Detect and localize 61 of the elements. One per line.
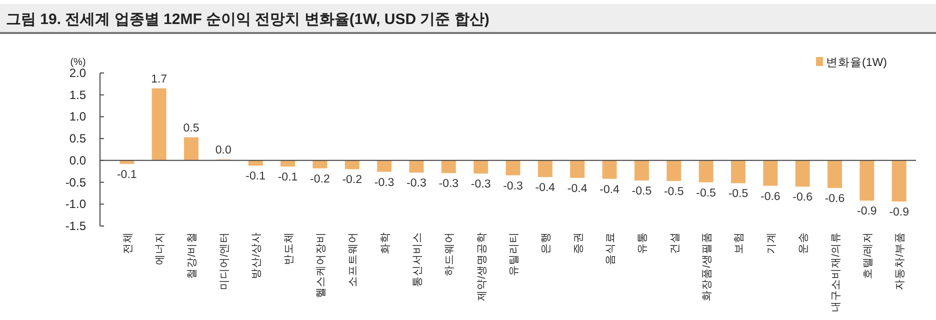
data-label: -0.9 [857, 206, 877, 218]
y-tick-label: 0.0 [69, 153, 86, 168]
data-label: -0.6 [760, 190, 780, 203]
x-tick-label: 하드웨어 [444, 232, 456, 276]
chart-title: 그림 19. 전세계 업종별 12MF 순이익 전망치 변화율(1W, USD 기준 합산) [6, 11, 490, 28]
data-label: -0.3 [406, 178, 426, 190]
data-label: -0.5 [696, 187, 716, 200]
x-tick-label: 통신서비스 [411, 232, 424, 287]
data-label: -0.5 [632, 186, 652, 198]
x-tick-label: 유통 [636, 232, 649, 254]
data-label: 0.0 [215, 144, 232, 157]
x-tick-label: 은행 [540, 232, 552, 254]
data-label: -0.4 [535, 182, 556, 194]
data-label: -0.3 [374, 176, 394, 189]
x-tick-label: 운송 [798, 232, 810, 254]
y-tick-label: 2.0 [69, 66, 86, 80]
x-tick-label: 에너지 [154, 232, 166, 265]
data-label: -0.3 [438, 178, 459, 190]
data-label: -0.5 [664, 186, 684, 198]
y-tick-label: 1.5 [69, 88, 86, 102]
data-label: -0.3 [470, 178, 491, 191]
x-tick-label: 전체 [122, 232, 134, 254]
x-tick-label: 음식료 [604, 232, 617, 265]
x-tick-label: 내구소비재/의류 [830, 232, 842, 312]
x-tick-label: 화장품/생필품 [701, 232, 714, 301]
data-label: -0.6 [792, 192, 812, 204]
x-tick-label: 방산/상사 [250, 232, 263, 279]
data-label: -0.4 [567, 182, 588, 195]
x-tick-label: 제약/생명공학 [476, 232, 488, 301]
data-label: -0.9 [889, 206, 910, 219]
x-tick-label: 화학 [379, 232, 392, 254]
x-tick-label: 기계 [765, 232, 778, 254]
y-tick-label: 0.5 [69, 132, 86, 146]
x-tick-label: 미디어/엔터 [218, 232, 230, 290]
x-tick-label: 헬스케어장비 [314, 232, 327, 298]
y-tick-label: -0.5 [65, 175, 86, 190]
data-label: -0.4 [600, 184, 620, 196]
data-label: 0.5 [183, 122, 200, 134]
x-tick-label: 증권 [572, 232, 584, 254]
data-label: -0.1 [278, 172, 298, 184]
x-tick-label: 건설 [668, 232, 681, 254]
data-label: 1.7 [151, 73, 168, 86]
x-tick-label: 소프트웨어 [347, 232, 360, 287]
data-label: -0.6 [824, 192, 845, 205]
data-label: -0.2 [310, 173, 330, 186]
y-axis-title: (%) [70, 57, 86, 68]
y-tick-label: 1.0 [69, 110, 86, 124]
data-label: -0.1 [246, 170, 266, 183]
data-label: -0.2 [342, 174, 362, 186]
x-tick-label: 호텔/레저 [862, 232, 874, 279]
x-tick-label: 반도체 [282, 232, 295, 265]
data-label: -0.1 [116, 168, 137, 181]
data-label: -0.5 [728, 188, 748, 200]
data-label: -0.3 [503, 180, 523, 192]
y-tick-label: -1.5 [65, 219, 86, 233]
x-tick-label: 자동차/부품 [894, 232, 906, 290]
legend-label: 변화율(1W) [826, 57, 888, 69]
y-tick-label: -1.0 [65, 197, 86, 212]
x-tick-label: 철강/비철 [186, 232, 198, 279]
x-tick-label: 보험 [733, 232, 746, 254]
x-tick-label: 유틸리티 [508, 232, 520, 276]
